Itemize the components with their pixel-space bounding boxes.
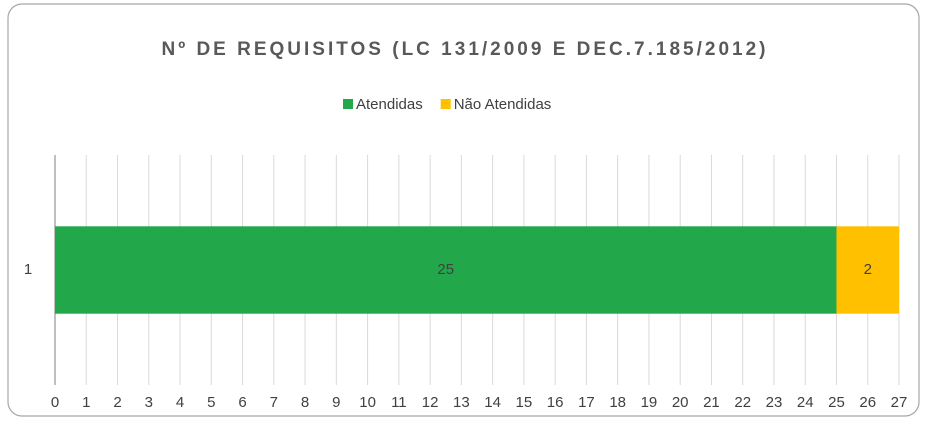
x-tick-label: 12 [422,394,439,411]
legend-swatch [440,99,451,109]
data-label: 2 [864,261,872,278]
x-tick-label: 0 [51,394,59,411]
x-tick-label: 20 [672,394,689,411]
x-tick-label: 3 [145,394,153,411]
x-tick-label: 17 [578,394,595,411]
x-tick-label: 2 [113,394,121,411]
legend-swatch [343,99,353,109]
chart-frame [7,3,920,417]
x-tick-label: 9 [332,394,340,411]
x-tick-label: 23 [766,394,783,411]
x-tick-label: 27 [891,394,908,411]
x-tick-label: 16 [547,394,564,411]
x-tick-label: 18 [609,394,626,411]
legend-label: Não Atendidas [454,96,552,113]
bar [55,226,837,314]
bar [836,226,899,314]
x-tick-label: 21 [703,394,720,411]
legend-label: Atendidas [356,96,423,113]
data-label: 25 [437,261,454,278]
x-tick-label: 8 [301,394,309,411]
x-tick-label: 15 [516,394,533,411]
x-tick-label: 5 [207,394,215,411]
x-tick-label: 11 [391,394,407,411]
x-tick-label: 6 [238,394,246,411]
x-tick-label: 7 [270,394,278,411]
y-tick-label: 1 [24,261,32,278]
x-tick-label: 22 [734,394,751,411]
x-tick-label: 14 [484,394,501,411]
chart-title: Nº DE REQUISITOS (LC 131/2009 E DEC.7.18… [162,39,769,60]
x-tick-label: 4 [176,394,184,411]
x-tick-label: 1 [82,394,90,411]
x-tick-label: 13 [453,394,470,411]
x-tick-label: 24 [797,394,814,411]
x-tick-label: 26 [859,394,876,411]
x-tick-label: 25 [828,394,845,411]
x-tick-label: 10 [359,394,376,411]
x-tick-label: 19 [641,394,658,411]
